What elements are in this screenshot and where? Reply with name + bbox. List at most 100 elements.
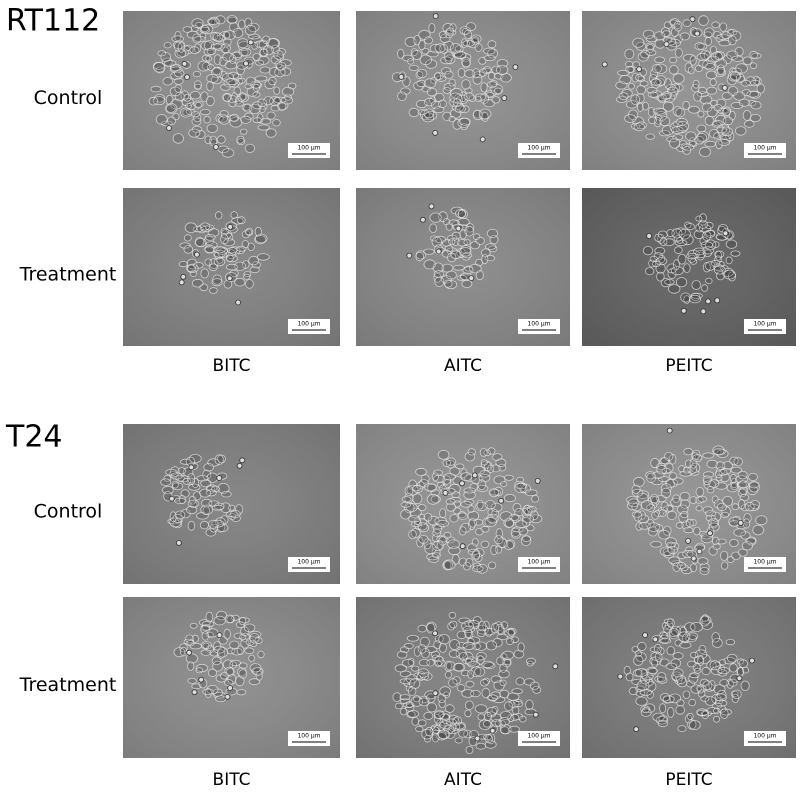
cell [213, 615, 226, 626]
cell [656, 271, 665, 282]
cell [229, 661, 237, 669]
cell [192, 33, 202, 44]
cell [204, 687, 212, 699]
cell [711, 637, 723, 648]
cell [262, 35, 271, 45]
cell [243, 103, 253, 113]
cell [532, 685, 542, 694]
cell [482, 720, 492, 728]
cell [742, 110, 752, 121]
cell [698, 645, 707, 655]
cell [706, 707, 719, 714]
cell [441, 67, 452, 75]
cell [695, 223, 704, 233]
cell [733, 528, 746, 537]
round-cell [749, 657, 755, 664]
cell [666, 229, 675, 238]
cell [402, 54, 415, 62]
cell [703, 27, 715, 38]
cell [186, 263, 199, 273]
cell [424, 483, 437, 492]
cell [738, 499, 746, 510]
cell [148, 96, 159, 106]
cell [699, 94, 713, 105]
cell [229, 113, 240, 122]
cell [744, 501, 755, 512]
cell [737, 488, 747, 498]
cell [444, 670, 452, 679]
cell [465, 558, 474, 567]
cell [687, 66, 695, 75]
round-cell [432, 690, 439, 697]
cell [509, 514, 519, 522]
cell [439, 508, 447, 519]
cell [421, 48, 430, 55]
cell [270, 55, 282, 64]
cell [700, 695, 710, 702]
cell [506, 637, 514, 646]
cell [732, 689, 742, 700]
cell [474, 641, 488, 651]
cell [419, 54, 432, 66]
round-cell [247, 39, 254, 46]
cell [491, 719, 502, 728]
cell [222, 72, 235, 83]
cell [199, 222, 211, 231]
cell [447, 539, 460, 549]
cell [225, 263, 238, 271]
cell [487, 71, 495, 81]
cell [458, 729, 469, 738]
cell [236, 245, 247, 252]
cell [476, 499, 484, 510]
cell [189, 90, 201, 100]
cell [750, 100, 762, 110]
cell [636, 490, 650, 500]
cell [238, 669, 248, 679]
cell [187, 499, 200, 508]
cell [510, 527, 521, 537]
cell [280, 96, 293, 105]
cell [477, 621, 487, 632]
cell [730, 250, 741, 257]
scale-bar-label: 100 µm [753, 733, 776, 740]
cell [433, 106, 445, 114]
cell [706, 459, 718, 469]
cell [492, 696, 506, 704]
cell [255, 59, 265, 66]
micrograph: 100 µm [356, 11, 570, 170]
cell [160, 478, 172, 486]
cell [474, 666, 486, 677]
cell [704, 62, 716, 71]
cell [223, 679, 234, 687]
cell [659, 638, 672, 644]
cell [487, 40, 497, 49]
cell [170, 71, 183, 81]
cell [712, 119, 723, 127]
cell [462, 40, 475, 47]
cell [700, 533, 714, 544]
cell [436, 540, 444, 551]
cell [438, 699, 446, 708]
cell [664, 78, 672, 89]
cell [475, 236, 485, 245]
cell [245, 279, 254, 289]
cell [406, 634, 419, 642]
cell [462, 58, 471, 69]
cell [698, 15, 709, 26]
cell [718, 469, 728, 476]
cell [183, 245, 194, 254]
cell [663, 618, 674, 625]
cell [213, 246, 226, 254]
cell [634, 650, 642, 657]
cell [449, 466, 461, 477]
cell [675, 521, 684, 529]
cell [472, 549, 480, 560]
cell [668, 628, 680, 638]
cell [187, 472, 196, 484]
cell [442, 218, 450, 226]
round-cell [428, 203, 435, 210]
cell [682, 549, 694, 559]
cell [425, 726, 434, 737]
cell [707, 55, 720, 63]
